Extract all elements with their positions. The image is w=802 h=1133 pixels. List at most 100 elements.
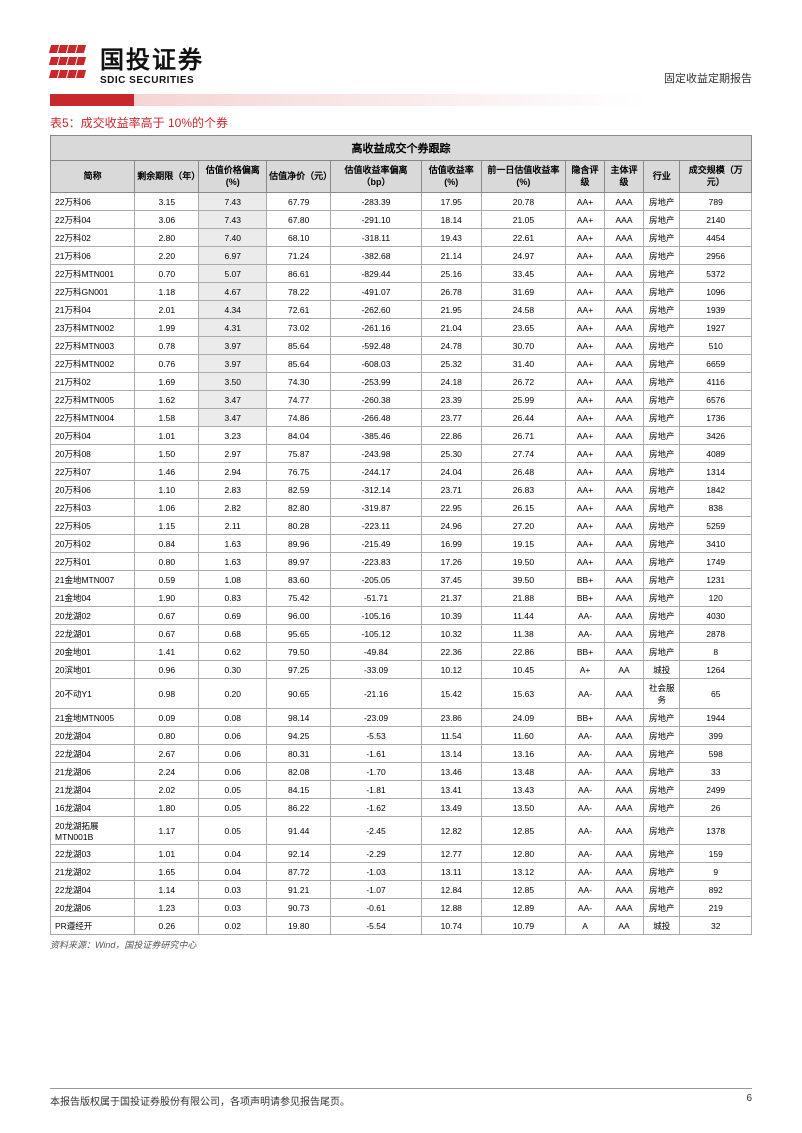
column-header: 隐含评级: [566, 161, 605, 193]
table-cell: 84.15: [267, 781, 331, 799]
table-cell: 24.58: [481, 301, 565, 319]
table-cell: AAA: [605, 679, 644, 709]
table-cell: 0.26: [135, 917, 199, 935]
table-cell: 75.42: [267, 589, 331, 607]
table-cell: 1096: [680, 283, 752, 301]
table-cell: 24.96: [421, 517, 481, 535]
table-cell: AAA: [605, 643, 644, 661]
table-cell: -244.17: [331, 463, 421, 481]
table-row: 21金地MTN0070.591.0883.60-205.0537.4539.50…: [51, 571, 752, 589]
source-text: 资料来源：Wind，国投证券研究中心: [50, 938, 752, 951]
table-cell: 房地产: [644, 445, 680, 463]
table-row: 22万科GN0011.184.6778.22-491.0726.7831.69A…: [51, 283, 752, 301]
table-row: 20龙湖020.670.6996.00-105.1610.3911.44AA-A…: [51, 607, 752, 625]
table-cell: 8: [680, 643, 752, 661]
table-cell: 房地产: [644, 301, 680, 319]
table-cell: 73.02: [267, 319, 331, 337]
table-cell: 0.83: [199, 589, 267, 607]
table-cell: -608.03: [331, 355, 421, 373]
table-cell: 26.83: [481, 481, 565, 499]
table-cell: -319.87: [331, 499, 421, 517]
table-row: 21万科021.693.5074.30-253.9924.1826.72AA+A…: [51, 373, 752, 391]
table-cell: 1.80: [135, 799, 199, 817]
table-cell: AA-: [566, 799, 605, 817]
table-cell: 1.63: [199, 553, 267, 571]
table-cell: 房地产: [644, 391, 680, 409]
table-cell: 21龙湖06: [51, 763, 135, 781]
table-cell: 21万科04: [51, 301, 135, 319]
logo: 国投证券 SDIC SECURITIES: [50, 40, 204, 86]
table-cell: 0.06: [199, 763, 267, 781]
table-cell: 1.23: [135, 899, 199, 917]
table-cell: 2878: [680, 625, 752, 643]
table-cell: 25.30: [421, 445, 481, 463]
table-cell: 2.20: [135, 247, 199, 265]
table-cell: 22万科MTN002: [51, 355, 135, 373]
table-cell: 0.80: [135, 727, 199, 745]
table-cell: 26.15: [481, 499, 565, 517]
table-cell: 16.99: [421, 535, 481, 553]
table-cell: 21金地MTN007: [51, 571, 135, 589]
table-cell: AAA: [605, 193, 644, 211]
table-cell: -261.16: [331, 319, 421, 337]
table-cell: 11.54: [421, 727, 481, 745]
table-cell: 13.50: [481, 799, 565, 817]
table-row: 22万科MTN0030.783.9785.64-592.4824.7830.70…: [51, 337, 752, 355]
table-cell: 89.96: [267, 535, 331, 553]
table-cell: 89.97: [267, 553, 331, 571]
table-cell: 3410: [680, 535, 752, 553]
table-cell: -1.70: [331, 763, 421, 781]
table-cell: 0.04: [199, 863, 267, 881]
table-cell: 12.88: [421, 899, 481, 917]
table-cell: 1.69: [135, 373, 199, 391]
table-cell: 0.02: [199, 917, 267, 935]
table-cell: 3.47: [199, 391, 267, 409]
table-cell: 23.71: [421, 481, 481, 499]
table-header-row: 简称剩余期限（年）估值价格偏离(%)估值净价（元）估值收益率偏离（bp）估值收益…: [51, 161, 752, 193]
table-cell: -5.53: [331, 727, 421, 745]
table-cell: 23万科MTN002: [51, 319, 135, 337]
table-cell: 房地产: [644, 643, 680, 661]
table-cell: AAA: [605, 799, 644, 817]
table-cell: 26.71: [481, 427, 565, 445]
table-row: 21金地041.900.8375.42-51.7121.3721.88BB+AA…: [51, 589, 752, 607]
table-cell: AAA: [605, 247, 644, 265]
table-cell: -491.07: [331, 283, 421, 301]
table-cell: 20龙湖06: [51, 899, 135, 917]
table-cell: 0.03: [199, 881, 267, 899]
table-cell: AA+: [566, 283, 605, 301]
table-cell: 21.37: [421, 589, 481, 607]
table-cell: -592.48: [331, 337, 421, 355]
table-cell: 房地产: [644, 553, 680, 571]
table-cell: AAA: [605, 319, 644, 337]
table-cell: -291.10: [331, 211, 421, 229]
table-cell: 26.48: [481, 463, 565, 481]
table-cell: 12.77: [421, 845, 481, 863]
table-cell: AAA: [605, 571, 644, 589]
table-cell: 房地产: [644, 481, 680, 499]
table-cell: 房地产: [644, 283, 680, 301]
table-cell: -260.38: [331, 391, 421, 409]
table-cell: 21金地04: [51, 589, 135, 607]
table-cell: 12.84: [421, 881, 481, 899]
table-cell: -382.68: [331, 247, 421, 265]
table-cell: 房地产: [644, 373, 680, 391]
table-cell: 1.63: [199, 535, 267, 553]
table-cell: 1264: [680, 661, 752, 679]
table-cell: 房地产: [644, 409, 680, 427]
table-cell: 25.99: [481, 391, 565, 409]
table-cell: 12.82: [421, 817, 481, 845]
table-cell: 1.17: [135, 817, 199, 845]
table-cell: 95.65: [267, 625, 331, 643]
table-cell: 80.28: [267, 517, 331, 535]
table-cell: 78.22: [267, 283, 331, 301]
table-cell: 22万科MTN004: [51, 409, 135, 427]
table-cell: AA-: [566, 607, 605, 625]
table-row: 23万科MTN0021.994.3173.02-261.1621.0423.65…: [51, 319, 752, 337]
table-cell: 97.25: [267, 661, 331, 679]
table-cell: -1.03: [331, 863, 421, 881]
table-cell: 0.84: [135, 535, 199, 553]
table-cell: 1.01: [135, 845, 199, 863]
table-cell: 1749: [680, 553, 752, 571]
table-cell: -1.61: [331, 745, 421, 763]
